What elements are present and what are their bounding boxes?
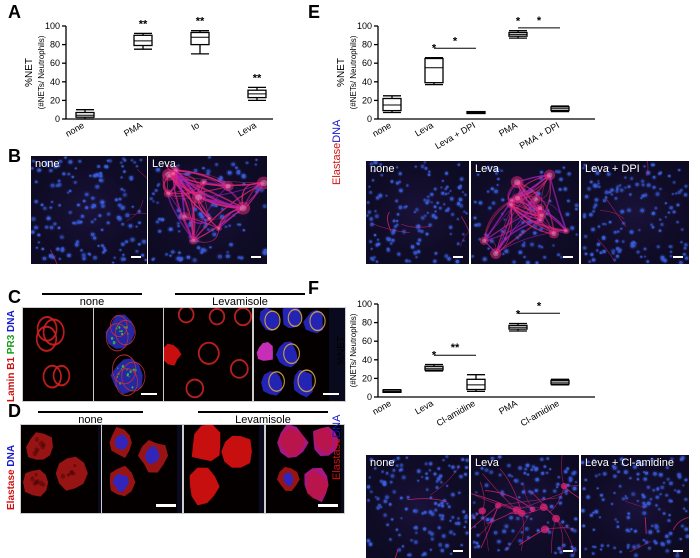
svg-text:0: 0 [367,392,372,402]
svg-text:40: 40 [362,77,372,87]
svg-text:none: none [371,398,393,417]
svg-text:%NET: %NET [24,58,35,87]
svg-text:Io: Io [189,120,201,132]
svg-text:100: 100 [45,21,60,31]
svg-text:**: ** [139,18,148,30]
svg-text:20: 20 [50,95,60,105]
svg-text:none: none [371,120,393,139]
svg-text:60: 60 [362,58,372,68]
svg-text:Cl-amidine: Cl-amidine [519,398,561,428]
svg-text:Leva: Leva [413,120,435,138]
svg-text:Cl-amidine: Cl-amidine [435,398,477,428]
svg-text:60: 60 [50,58,60,68]
svg-text:Leva: Leva [413,398,435,416]
svg-text:60: 60 [362,336,372,346]
svg-text:**: ** [451,342,460,354]
svg-text:Leva: Leva [236,120,258,138]
svg-text:40: 40 [362,355,372,365]
svg-text:none: none [64,120,86,139]
svg-text:(#NETs/ Neutrophils): (#NETs/ Neutrophils) [349,313,358,387]
svg-text:*: * [537,15,542,27]
svg-text:0: 0 [367,114,372,124]
svg-text:40: 40 [50,77,60,87]
svg-text:(#NETs/ Neutrophils): (#NETs/ Neutrophils) [349,35,358,109]
svg-text:*: * [453,35,458,47]
svg-text:20: 20 [362,373,372,383]
svg-text:(#NETs/ Neutrophils): (#NETs/ Neutrophils) [37,35,46,109]
svg-text:PMA: PMA [497,120,519,138]
svg-text:80: 80 [362,40,372,50]
svg-text:100: 100 [357,21,372,31]
svg-text:PMA: PMA [122,120,144,138]
svg-text:80: 80 [50,40,60,50]
svg-text:*: * [516,16,521,28]
svg-text:100: 100 [357,299,372,309]
svg-text:**: ** [196,16,205,28]
svg-text:*: * [537,300,542,312]
svg-text:0: 0 [55,114,60,124]
svg-text:80: 80 [362,318,372,328]
svg-text:20: 20 [362,95,372,105]
svg-text:%NET: %NET [336,58,347,87]
svg-text:Leva + DPI: Leva + DPI [433,120,477,151]
svg-text:**: ** [253,72,262,84]
svg-text:PMA + DPI: PMA + DPI [518,120,561,151]
svg-text:PMA: PMA [497,398,519,416]
svg-text:*: * [516,309,521,321]
svg-text:%NET: %NET [336,336,347,365]
